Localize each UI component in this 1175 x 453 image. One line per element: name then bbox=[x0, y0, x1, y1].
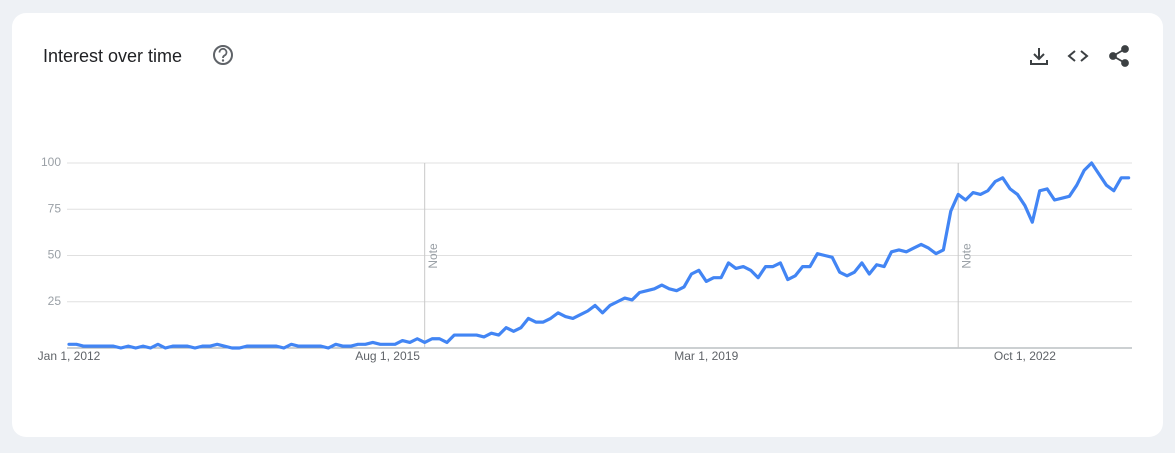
y-tick-label: 25 bbox=[48, 294, 62, 308]
trend-line bbox=[67, 161, 1131, 350]
y-tick-label: 100 bbox=[41, 155, 61, 169]
x-tick-label: Jan 1, 2012 bbox=[38, 349, 101, 363]
card bbox=[12, 13, 1163, 437]
x-tick-label: Oct 1, 2022 bbox=[994, 349, 1056, 363]
help-icon[interactable] bbox=[213, 45, 233, 65]
embed-icon[interactable] bbox=[1067, 50, 1089, 62]
y-tick-label: 75 bbox=[48, 201, 62, 215]
y-tick-label: 50 bbox=[48, 248, 62, 262]
note-label: Note bbox=[959, 243, 973, 269]
note-label: Note bbox=[426, 243, 440, 269]
download-icon[interactable] bbox=[1030, 48, 1048, 65]
x-tick-label: Mar 1, 2019 bbox=[674, 349, 738, 363]
chart-title: Interest over time bbox=[43, 46, 182, 66]
share-icon[interactable] bbox=[1109, 45, 1129, 67]
x-tick-label: Aug 1, 2015 bbox=[355, 349, 420, 363]
